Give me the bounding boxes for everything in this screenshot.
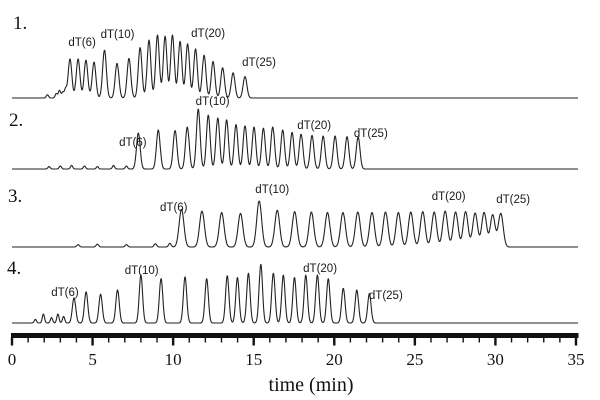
peak-label: dT(20) bbox=[303, 263, 338, 275]
x-minor-tick bbox=[317, 337, 319, 343]
x-minor-tick bbox=[220, 337, 223, 343]
x-minor-tick bbox=[510, 337, 513, 343]
peak-label: dT(10) bbox=[255, 184, 290, 196]
peak-label: dT(6) bbox=[160, 202, 188, 214]
x-tick-label: 10 bbox=[164, 350, 182, 369]
x-tick-label: 25 bbox=[406, 350, 424, 369]
x-minor-tick bbox=[430, 337, 432, 343]
x-minor-tick bbox=[462, 337, 464, 343]
trace-number-3: 3. bbox=[8, 186, 23, 207]
x-major-tick bbox=[413, 337, 417, 346]
x-major-tick bbox=[252, 337, 255, 346]
peak-label: dT(20) bbox=[297, 120, 332, 132]
peak-label: dT(20) bbox=[431, 191, 466, 203]
x-minor-tick bbox=[398, 337, 400, 343]
x-minor-tick bbox=[526, 337, 529, 343]
peak-label: dT(10) bbox=[195, 96, 230, 108]
x-minor-tick bbox=[478, 337, 481, 343]
x-tick-label: 5 bbox=[88, 350, 97, 369]
peak-label: dT(10) bbox=[124, 265, 159, 277]
x-minor-tick bbox=[365, 337, 368, 343]
chromatogram-trace-1 bbox=[11, 34, 579, 99]
x-minor-tick bbox=[188, 337, 190, 343]
x-minor-tick bbox=[140, 337, 142, 343]
x-minor-tick bbox=[236, 337, 239, 343]
x-minor-tick bbox=[301, 337, 303, 343]
peak-label: dT(25) bbox=[353, 128, 388, 140]
x-minor-tick bbox=[349, 337, 352, 343]
trace-number-2: 2. bbox=[9, 110, 24, 131]
x-tick-label: 15 bbox=[245, 350, 263, 369]
x-major-tick bbox=[171, 337, 175, 346]
trace-number-4: 4. bbox=[7, 258, 22, 279]
x-minor-tick bbox=[124, 337, 126, 343]
x-major-tick bbox=[494, 337, 497, 346]
x-axis-line bbox=[11, 333, 579, 338]
trace-number-1: 1. bbox=[13, 13, 28, 34]
x-minor-tick bbox=[156, 337, 158, 343]
peak-label: dT(6) bbox=[51, 287, 79, 299]
x-major-tick bbox=[574, 337, 578, 346]
x-minor-tick bbox=[269, 337, 271, 343]
x-tick-label: 30 bbox=[486, 350, 504, 369]
x-minor-tick bbox=[381, 337, 384, 343]
peak-label: dT(6) bbox=[119, 137, 147, 149]
peak-label: dT(25) bbox=[368, 290, 403, 302]
x-major-tick bbox=[333, 337, 336, 346]
x-minor-tick bbox=[446, 337, 448, 343]
x-minor-tick bbox=[27, 337, 29, 343]
x-minor-tick bbox=[204, 337, 207, 343]
peak-label: dT(25) bbox=[242, 57, 276, 69]
chromatogram-trace-2 bbox=[11, 108, 579, 170]
x-minor-tick bbox=[59, 337, 62, 343]
peak-label: dT(10) bbox=[100, 29, 135, 41]
chromatogram-trace-4 bbox=[11, 263, 579, 324]
x-tick-label: 0 bbox=[7, 350, 17, 369]
x-minor-tick bbox=[543, 337, 545, 343]
x-tick-label: 20 bbox=[325, 350, 343, 369]
x-tick-label: 35 bbox=[567, 350, 585, 369]
x-minor-tick bbox=[75, 337, 78, 343]
chromatogram-trace-3 bbox=[11, 200, 579, 248]
x-major-tick bbox=[91, 337, 94, 346]
x-minor-tick bbox=[285, 337, 287, 343]
peak-label: dT(25) bbox=[496, 194, 531, 206]
x-major-tick bbox=[10, 337, 14, 346]
x-minor-tick bbox=[559, 337, 561, 343]
x-minor-tick bbox=[43, 337, 45, 343]
peak-label: dT(20) bbox=[191, 28, 226, 40]
peak-label: dT(6) bbox=[68, 37, 96, 49]
x-minor-tick bbox=[107, 337, 110, 343]
x-axis-title: time (min) bbox=[268, 374, 354, 396]
